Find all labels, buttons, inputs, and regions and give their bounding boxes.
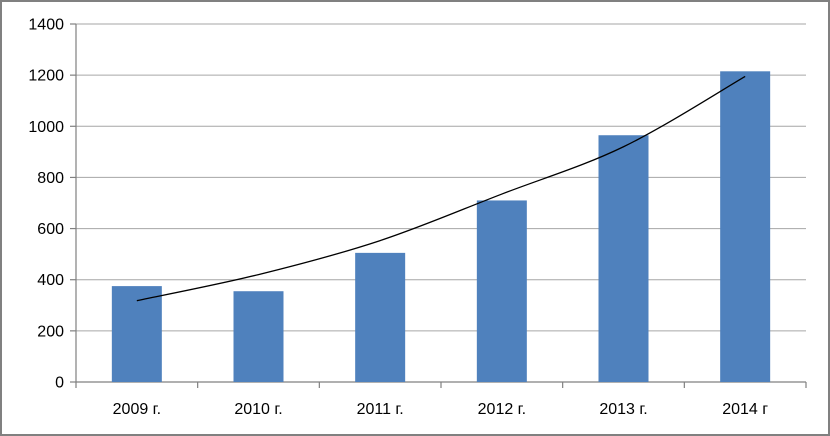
bar-2011 [355, 252, 406, 382]
bar-2010 [233, 291, 284, 382]
y-axis-label: 600 [37, 221, 64, 238]
bar-2014 [720, 71, 771, 383]
y-axis-label: 1400 [28, 17, 64, 34]
y-axis-label: 1200 [28, 68, 64, 85]
bar-2009 [111, 286, 162, 382]
x-axis-label: 2011 г. [357, 401, 404, 418]
bar-2013 [598, 135, 649, 382]
trendline [136, 75, 746, 302]
x-axis-label: 2014 г [722, 401, 768, 418]
bar-2012 [476, 200, 527, 382]
x-axis-label: 2010 г. [234, 401, 282, 418]
y-axis-label: 1000 [28, 119, 64, 136]
y-axis-label: 400 [37, 272, 64, 289]
x-axis-label: 2013 г. [599, 401, 647, 418]
y-axis-label: 800 [37, 170, 64, 187]
x-axis-label: 2012 г. [478, 401, 526, 418]
y-axis-label: 0 [55, 375, 64, 392]
x-axis-label: 2009 г. [113, 401, 161, 418]
y-axis-label: 200 [37, 323, 64, 340]
